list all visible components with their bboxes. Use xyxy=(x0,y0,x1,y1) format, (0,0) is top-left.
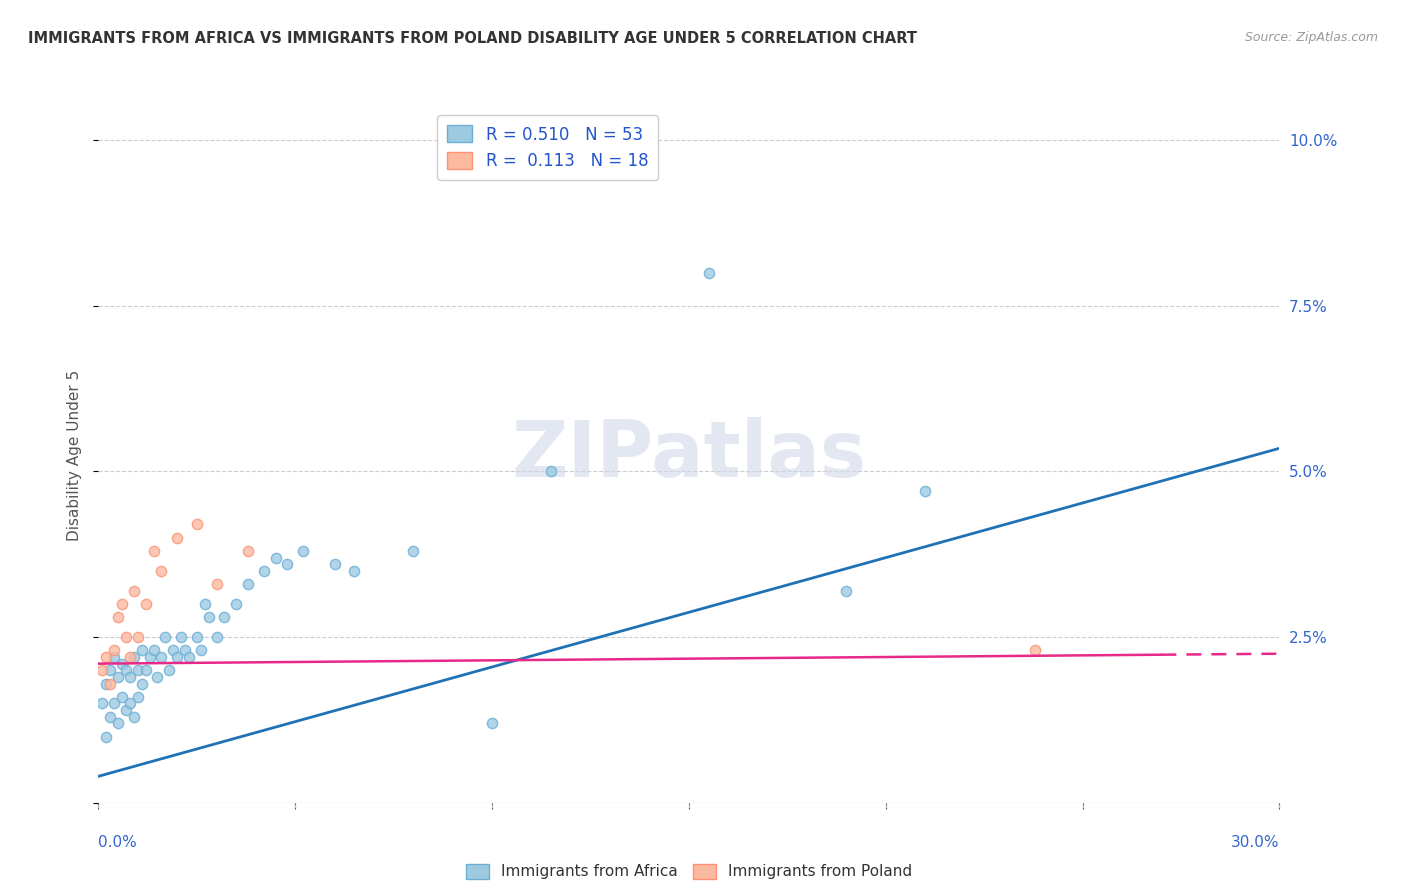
Point xyxy=(157,663,180,677)
Point xyxy=(91,697,114,711)
Legend: Immigrants from Africa, Immigrants from Poland: Immigrants from Africa, Immigrants from … xyxy=(460,857,918,886)
Point xyxy=(697,266,720,280)
Point xyxy=(115,663,138,677)
Point xyxy=(118,650,141,665)
Point xyxy=(150,650,173,665)
Point xyxy=(127,690,149,704)
Point xyxy=(111,690,134,704)
Point xyxy=(107,610,129,624)
Point xyxy=(107,670,129,684)
Point xyxy=(190,643,212,657)
Point xyxy=(103,643,125,657)
Point xyxy=(111,597,134,611)
Point xyxy=(118,670,141,684)
Point xyxy=(127,630,149,644)
Point xyxy=(540,465,562,479)
Point xyxy=(205,577,228,591)
Point xyxy=(835,583,858,598)
Point xyxy=(225,597,247,611)
Y-axis label: Disability Age Under 5: Disability Age Under 5 xyxy=(67,369,83,541)
Point xyxy=(292,544,315,558)
Point xyxy=(150,564,173,578)
Point xyxy=(186,517,208,532)
Point xyxy=(142,544,165,558)
Point xyxy=(174,643,197,657)
Point xyxy=(96,730,118,744)
Point xyxy=(197,610,219,624)
Point xyxy=(214,610,236,624)
Point xyxy=(170,630,193,644)
Point xyxy=(96,650,118,665)
Point xyxy=(122,650,145,665)
Point xyxy=(236,544,259,558)
Point xyxy=(103,650,125,665)
Point xyxy=(1024,643,1046,657)
Point xyxy=(131,676,153,690)
Point xyxy=(236,577,259,591)
Point xyxy=(103,697,125,711)
Text: 0.0%: 0.0% xyxy=(98,836,138,850)
Point xyxy=(115,703,138,717)
Point xyxy=(122,709,145,723)
Point xyxy=(135,663,157,677)
Point xyxy=(115,630,138,644)
Point xyxy=(166,650,188,665)
Point xyxy=(276,558,298,572)
Point xyxy=(253,564,276,578)
Point xyxy=(122,583,145,598)
Point xyxy=(98,663,121,677)
Point xyxy=(162,643,184,657)
Point xyxy=(138,650,160,665)
Point xyxy=(177,650,200,665)
Point xyxy=(96,676,118,690)
Text: Source: ZipAtlas.com: Source: ZipAtlas.com xyxy=(1244,31,1378,45)
Point xyxy=(107,716,129,731)
Point xyxy=(205,630,228,644)
Point xyxy=(194,597,217,611)
Point xyxy=(111,657,134,671)
Point xyxy=(481,716,503,731)
Point xyxy=(146,670,169,684)
Point xyxy=(343,564,366,578)
Point xyxy=(142,643,165,657)
Point xyxy=(264,550,287,565)
Point xyxy=(155,630,177,644)
Point xyxy=(127,663,149,677)
Text: ZIPatlas: ZIPatlas xyxy=(512,417,866,493)
Point xyxy=(135,597,157,611)
Point xyxy=(98,709,121,723)
Point xyxy=(91,663,114,677)
Text: IMMIGRANTS FROM AFRICA VS IMMIGRANTS FROM POLAND DISABILITY AGE UNDER 5 CORRELAT: IMMIGRANTS FROM AFRICA VS IMMIGRANTS FRO… xyxy=(28,31,917,46)
Point xyxy=(166,531,188,545)
Point xyxy=(131,643,153,657)
Point xyxy=(186,630,208,644)
Point xyxy=(118,697,141,711)
Point xyxy=(402,544,425,558)
Text: 30.0%: 30.0% xyxy=(1232,836,1279,850)
Point xyxy=(914,484,936,499)
Point xyxy=(98,676,121,690)
Point xyxy=(323,558,346,572)
